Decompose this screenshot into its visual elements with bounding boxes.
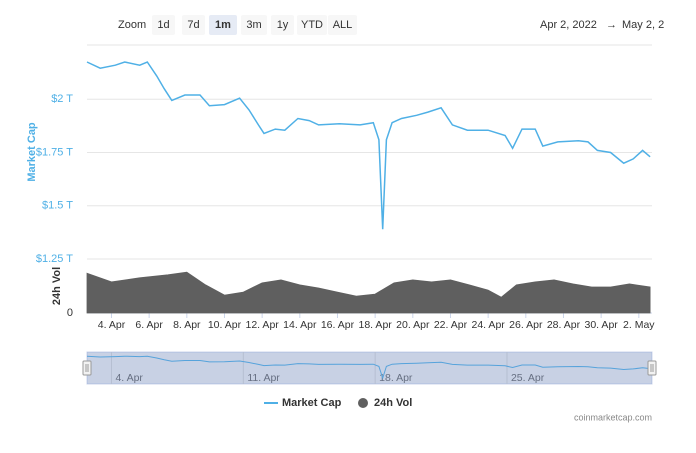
y2-tick-label: 0 <box>67 307 73 319</box>
x-tick-label: 14. Apr <box>283 319 317 331</box>
legend-label[interactable]: Market Cap <box>282 397 342 409</box>
x-tick-label: 18. Apr <box>359 319 393 331</box>
y-tick-label: $1.5 T <box>42 200 73 212</box>
x-tick-label: 26. Apr <box>509 319 543 331</box>
y2-axis-title: 24h Vol <box>51 267 63 305</box>
range-button[interactable] <box>182 15 205 35</box>
legend-symbol <box>358 398 368 408</box>
navigator-bg <box>86 351 653 385</box>
x-tick-label: 4. Apr <box>98 319 126 331</box>
navigator-tick-label: 25. Apr <box>511 372 545 384</box>
y-axis-title: Market Cap <box>26 122 38 182</box>
credit: coinmarketcap.com <box>574 412 652 422</box>
zoom-label: Zoom <box>118 19 146 31</box>
range-button-label[interactable]: YTD <box>301 19 323 31</box>
date-from: Apr 2, 2022 <box>540 19 597 31</box>
range-button-label[interactable]: ALL <box>333 19 353 31</box>
y-tick-label: $2 T <box>51 93 73 105</box>
line-series <box>86 61 651 230</box>
x-tick-label: 6. Apr <box>135 319 163 331</box>
x-tick-label: 20. Apr <box>396 319 430 331</box>
area-series <box>86 271 651 314</box>
range-button-label[interactable]: 1m <box>215 19 231 31</box>
range-button[interactable] <box>152 15 175 35</box>
x-tick-label: 8. Apr <box>173 319 201 331</box>
date-to: May 2, 2 <box>622 19 664 31</box>
navigator-handle[interactable] <box>82 360 92 376</box>
range-button-label[interactable]: 1d <box>157 19 169 31</box>
navigator-tick-label: 18. Apr <box>379 372 413 384</box>
x-tick-label: 24. Apr <box>472 319 506 331</box>
range-button-label[interactable]: 3m <box>246 19 261 31</box>
navigator-tick-label: 4. Apr <box>115 372 143 384</box>
range-button[interactable] <box>328 15 357 35</box>
y-tick-label: $1.75 T <box>36 146 73 158</box>
x-tick-label: 12. Apr <box>246 319 280 331</box>
x-tick-label: 30. Apr <box>585 319 619 331</box>
navigator-tick-label: 11. Apr <box>247 372 280 384</box>
range-button[interactable] <box>241 15 267 35</box>
x-tick-label: 2. May <box>623 319 655 331</box>
navigator-series <box>86 355 651 380</box>
x-tick-label: 28. Apr <box>547 319 581 331</box>
range-button-label[interactable]: 1y <box>277 19 289 31</box>
range-button[interactable] <box>209 15 237 35</box>
navigator-mask <box>87 352 652 384</box>
x-tick-label: 10. Apr <box>208 319 242 331</box>
range-button[interactable] <box>297 15 327 35</box>
range-button-label[interactable]: 7d <box>187 19 199 31</box>
y-tick-label: $1.25 T <box>36 253 73 265</box>
x-tick-label: 16. Apr <box>321 319 355 331</box>
x-tick-label: 22. Apr <box>434 319 468 331</box>
navigator-handle[interactable] <box>647 360 657 376</box>
legend-label[interactable]: 24h Vol <box>374 397 412 409</box>
range-button[interactable] <box>271 15 294 35</box>
date-arrow: → <box>606 19 617 31</box>
